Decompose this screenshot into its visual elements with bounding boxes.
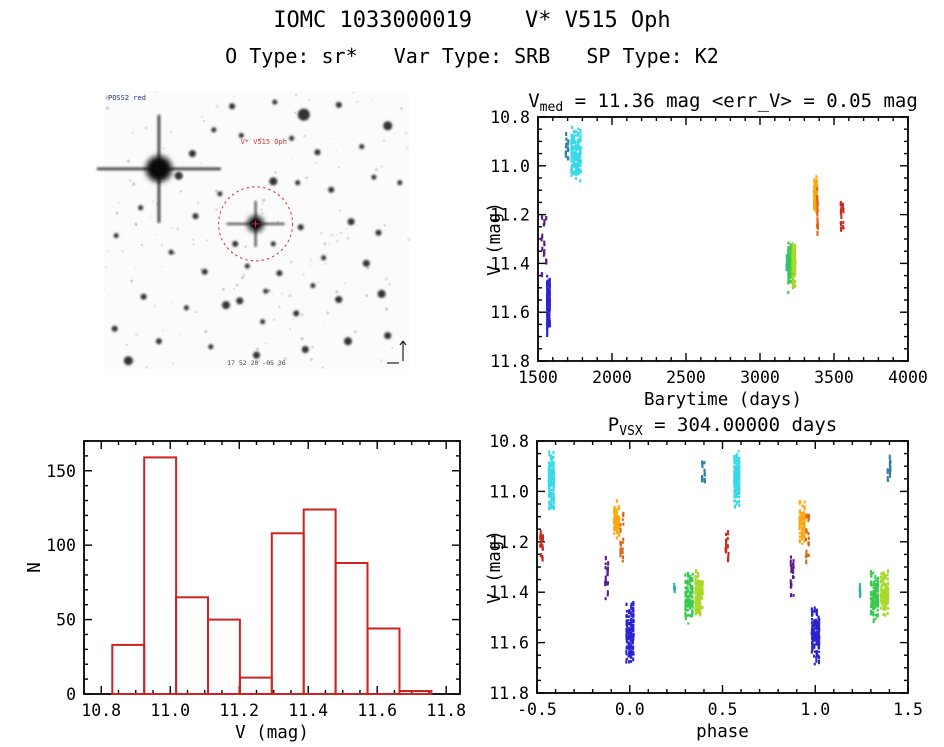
page-title: IOMC 1033000019 V* V515 Oph xyxy=(273,8,671,33)
cluster-blue xyxy=(625,601,821,666)
histogram-bar xyxy=(207,618,241,696)
x-tick-label: 3500 xyxy=(814,368,854,387)
histogram-bar xyxy=(175,596,210,695)
x-tick-label: 2500 xyxy=(666,368,706,387)
histogram-bar xyxy=(111,643,146,695)
x-axis-title: Barytime (days) xyxy=(644,390,802,410)
x-tick-label: 11.2 xyxy=(219,701,259,720)
target-marker xyxy=(218,186,294,262)
chart-annotations: POSS2 red V* V515 Oph 17 52 20 -05 36 xyxy=(108,94,287,367)
x-tick-label: 0.5 xyxy=(708,700,738,719)
compass-icon xyxy=(387,340,407,364)
y-tick-label: 50 xyxy=(56,611,76,630)
field-stars xyxy=(111,99,403,366)
y-tick-label: 11.2 xyxy=(489,533,529,552)
cluster-amber xyxy=(613,499,806,545)
plot-title: PVSX = 304.00000 days xyxy=(608,414,837,439)
x-tick-label: 1500 xyxy=(518,368,558,387)
axes xyxy=(537,116,909,362)
cluster-yellow-green xyxy=(791,242,797,289)
coordinates-label: 17 52 20 -05 36 xyxy=(227,359,286,367)
cluster-purple xyxy=(604,555,795,601)
cluster-cyan xyxy=(570,125,582,183)
cluster-steel-blue xyxy=(701,454,892,484)
histogram-bars xyxy=(111,456,433,696)
y-tick-label: 11.4 xyxy=(489,583,529,602)
x-tick-label: 10.8 xyxy=(81,701,121,720)
plot-title: Vmed = 11.36 mag <err_V> = 0.05 mag xyxy=(528,90,918,115)
y-tick-label: 11.6 xyxy=(489,634,529,653)
cluster-red xyxy=(539,530,730,563)
lightcurve-phase-plot: -0.5 0.0 0.5 1.0 1.5 10.8 11.0 11.2 11.4 11.6 11.8… xyxy=(485,414,923,742)
target-circle-icon xyxy=(218,186,294,262)
histogram-bar xyxy=(366,627,401,695)
plot-frame xyxy=(536,440,909,694)
cluster-green xyxy=(684,570,880,625)
x-tick-label: 1.0 xyxy=(800,700,830,719)
y-tick-label: 0 xyxy=(66,685,76,704)
y-tick-label: 11.6 xyxy=(490,303,530,322)
cluster-yellow-green xyxy=(694,569,890,617)
cluster-steel-blue xyxy=(564,131,570,161)
x-tick-label: 11.4 xyxy=(288,701,328,720)
cluster-red xyxy=(839,200,845,232)
histogram-bar xyxy=(302,508,337,695)
x-tick-label: 4000 xyxy=(888,368,928,387)
y-tick-label: 11.8 xyxy=(489,684,529,703)
y-tick-label: 11.8 xyxy=(490,352,530,371)
y-tick-label: 10.8 xyxy=(490,108,530,127)
x-tick-label: 2000 xyxy=(592,368,632,387)
x-axis-title: phase xyxy=(696,722,749,742)
y-tick-label: 150 xyxy=(46,462,76,481)
axes xyxy=(536,440,909,694)
page-subtitle: O Type: sr* Var Type: SRB SP Type: K2 xyxy=(225,44,719,68)
cluster-orange xyxy=(816,187,819,236)
x-tick-label: 1.5 xyxy=(893,700,923,719)
histogram-bar xyxy=(143,456,178,696)
cluster-purple xyxy=(540,214,548,278)
y-tick-label: 10.8 xyxy=(489,432,529,451)
y-tick-label: 11.0 xyxy=(489,482,529,501)
y-axis-title: V (mag) xyxy=(485,530,505,604)
plot-frame xyxy=(537,116,909,362)
cluster-blue xyxy=(545,274,551,337)
histogram-bar xyxy=(334,562,369,695)
cluster-teal xyxy=(673,582,862,598)
cluster-teal xyxy=(785,254,789,271)
y-tick-label: 11.4 xyxy=(490,254,530,273)
cluster-cyan xyxy=(547,450,741,511)
x-tick-label: 11.8 xyxy=(426,701,466,720)
lightcurve-time-plot: 1500 2000 2500 3000 3500 4000 10.8 11.0 11.2 11.4… xyxy=(485,90,928,410)
x-tick-label: -0.5 xyxy=(517,700,557,719)
y-axis-title: N xyxy=(25,562,45,573)
y-axis-title: V (mag) xyxy=(485,202,505,276)
x-tick-label: 3000 xyxy=(740,368,780,387)
survey-label: POSS2 red xyxy=(108,94,146,102)
finding-chart-image: POSS2 red V* V515 Oph 17 52 20 -05 36 xyxy=(96,91,411,369)
axis-labels: 10.8 11.0 11.2 11.4 11.6 11.8 0 50 100 150 V (mag)… xyxy=(25,462,466,743)
x-tick-label: 11.6 xyxy=(357,701,397,720)
histogram-bar xyxy=(398,690,433,695)
cluster-orange xyxy=(619,511,810,565)
axis-labels: 1500 2000 2500 3000 3500 4000 10.8 11.0 11.2 11.4… xyxy=(485,108,928,410)
magnitude-histogram-plot: 10.8 11.0 11.2 11.4 11.6 11.8 0 50 100 150 V (mag)… xyxy=(25,440,466,743)
target-name-label: V* V515 Oph xyxy=(241,138,287,146)
x-axis-title: V (mag) xyxy=(235,723,309,743)
y-tick-label: 100 xyxy=(46,536,76,555)
axis-labels: -0.5 0.0 0.5 1.0 1.5 10.8 11.0 11.2 11.4 11.6 11.8… xyxy=(485,432,923,742)
x-tick-label: 0.0 xyxy=(615,700,645,719)
histogram-bar xyxy=(270,532,305,695)
x-tick-label: 11.0 xyxy=(150,701,190,720)
y-tick-label: 11.0 xyxy=(490,157,530,176)
y-tick-label: 11.2 xyxy=(490,206,530,225)
bright-star xyxy=(96,114,221,223)
cluster-amber xyxy=(812,175,818,214)
